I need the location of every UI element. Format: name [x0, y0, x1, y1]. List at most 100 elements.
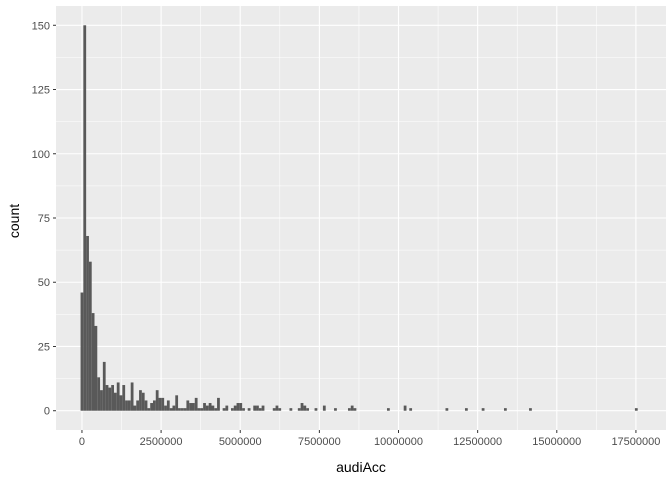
histogram-bar	[205, 405, 209, 411]
histogram-bar	[139, 390, 142, 411]
histogram-bar	[166, 400, 170, 411]
histogram-bar	[88, 261, 92, 411]
y-tick-label: 0	[44, 406, 50, 418]
histogram-bar	[169, 408, 173, 411]
histogram-bar	[242, 408, 245, 411]
histogram-bar	[122, 385, 126, 411]
histogram-bar	[189, 403, 192, 411]
histogram-bar	[158, 397, 162, 411]
histogram-bar	[409, 408, 413, 411]
histogram-bar	[197, 408, 201, 411]
histogram-bar	[164, 405, 167, 411]
histogram-bar	[97, 377, 101, 411]
histogram-bar	[144, 400, 148, 411]
histogram-bar	[105, 385, 109, 411]
histogram-bar	[100, 390, 103, 411]
histogram-bar	[200, 408, 204, 411]
histogram-bar	[83, 25, 87, 411]
histogram-bar	[133, 405, 137, 411]
histogram-bar	[191, 403, 195, 411]
histogram-bar	[194, 397, 198, 411]
histogram-bar	[186, 400, 190, 411]
histogram-bar	[445, 408, 449, 411]
y-tick-label: 75	[38, 213, 50, 225]
x-tick-label: 17500000	[611, 436, 660, 448]
histogram-bar	[116, 382, 120, 411]
histogram-bar	[239, 403, 243, 411]
histogram-bar	[183, 408, 187, 411]
major-gridlines	[56, 6, 666, 430]
histogram-bar	[113, 392, 117, 411]
histogram-bar	[258, 408, 262, 411]
histogram-bar	[86, 235, 89, 411]
histogram-bar	[386, 408, 390, 411]
histogram-bar	[634, 408, 638, 411]
histogram-bar	[208, 403, 212, 411]
x-tick-label: 15000000	[532, 436, 581, 448]
histogram-bar	[161, 397, 165, 411]
histogram-bar	[80, 292, 84, 411]
histogram-bar	[147, 408, 151, 411]
histogram-bar	[261, 405, 265, 411]
histogram-bar	[175, 395, 179, 411]
histogram-bar	[275, 405, 279, 411]
histogram-bar	[222, 408, 226, 411]
histogram-bar	[300, 403, 304, 411]
histogram-bar	[233, 405, 237, 411]
histogram-bar	[347, 408, 351, 411]
y-tick-label: 25	[38, 341, 50, 353]
y-tick-label: 150	[32, 20, 50, 32]
histogram-bar	[247, 408, 251, 411]
x-tick-label: 0	[79, 436, 85, 448]
histogram-bar	[111, 385, 114, 411]
x-tick-label: 5000000	[219, 436, 262, 448]
histogram-bar	[108, 387, 112, 411]
x-tick-label: 10000000	[374, 436, 423, 448]
histogram-bar	[130, 382, 134, 411]
histogram-bar	[529, 408, 532, 411]
histogram-bar	[214, 408, 218, 411]
histogram-bar	[289, 408, 293, 411]
y-axis-ticks: 0 25 50 75 100 125 150	[32, 20, 56, 418]
histogram-bar	[481, 408, 485, 411]
histogram-bar	[297, 408, 301, 411]
histogram-bar	[334, 408, 337, 411]
histogram-bar	[236, 403, 240, 411]
histogram-bar	[203, 403, 206, 411]
histogram-bar	[350, 405, 354, 411]
histogram-bar	[256, 405, 259, 411]
histogram-bar	[230, 408, 234, 411]
histogram-bar	[127, 400, 131, 411]
histogram-bar	[217, 397, 220, 411]
histogram-bar	[353, 408, 357, 411]
histogram-bar	[152, 400, 156, 411]
histogram-bar	[272, 408, 276, 411]
histogram-bar	[211, 405, 215, 411]
histogram-bar	[225, 405, 229, 411]
histogram-bar	[306, 408, 309, 411]
histogram-bar	[102, 361, 106, 411]
histogram-bar	[155, 390, 159, 411]
histogram-bar	[314, 408, 318, 411]
x-tick-label: 12500000	[453, 436, 502, 448]
histogram-bar	[150, 403, 153, 411]
x-axis-ticks: 0 2500000 5000000 7500000 10000000 12500000 15…	[79, 430, 660, 448]
y-tick-label: 125	[32, 85, 50, 97]
histogram-bar	[180, 408, 184, 411]
histogram-bar	[322, 405, 326, 411]
histogram-bar	[253, 405, 257, 411]
histogram-bar	[172, 405, 176, 411]
histogram-bar	[136, 400, 140, 411]
y-tick-label: 50	[38, 277, 50, 289]
histogram-bar	[91, 313, 95, 411]
histogram-bar	[119, 395, 123, 411]
histogram-bar	[403, 405, 407, 411]
x-tick-label: 7500000	[298, 436, 341, 448]
histogram-bar	[464, 408, 468, 411]
histogram-bar	[178, 408, 181, 411]
histogram-bar	[125, 400, 128, 411]
histogram-bar	[278, 408, 282, 411]
histogram-bar	[141, 392, 145, 411]
